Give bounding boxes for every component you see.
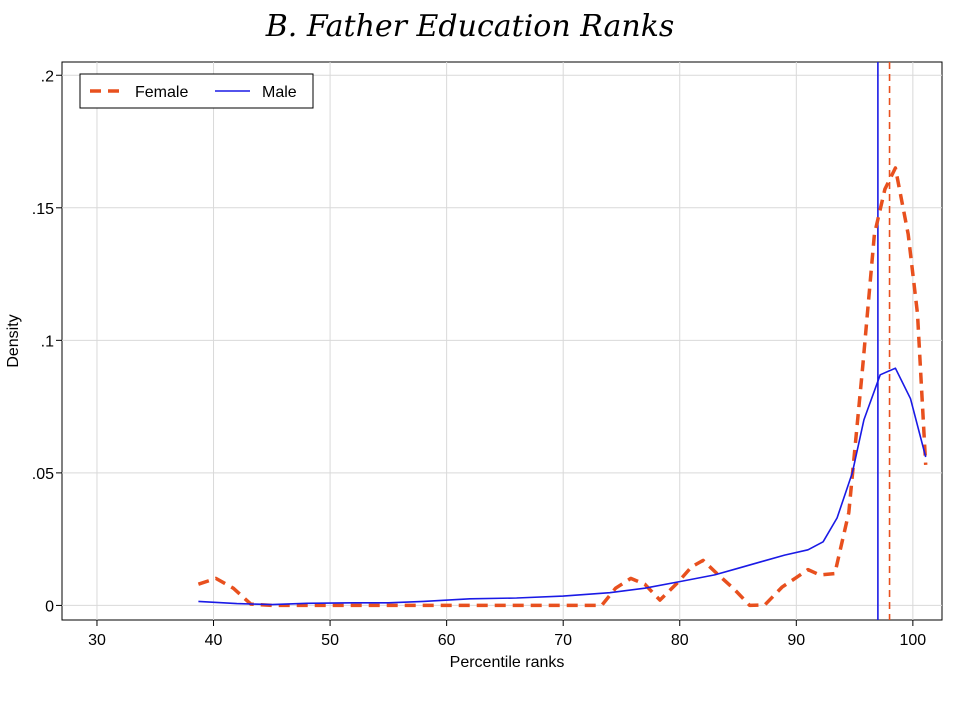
y-tick-label: .1 xyxy=(41,333,54,350)
chart-title: B. Father Education Ranks xyxy=(265,9,675,44)
x-tick-label: 30 xyxy=(88,632,106,649)
series-line-male xyxy=(198,367,927,606)
x-axis: 30 40 50 60 70 80 90 100 xyxy=(88,620,926,649)
x-tick-label: 80 xyxy=(671,632,689,649)
legend-label-male: Male xyxy=(262,84,297,101)
x-axis-label: Percentile ranks xyxy=(450,654,565,671)
x-tick-label: 100 xyxy=(900,632,927,649)
legend-label-female: Female xyxy=(135,84,188,101)
x-tick-label: 50 xyxy=(321,632,339,649)
reference-lines xyxy=(877,62,891,620)
y-tick-label: 0 xyxy=(45,598,54,615)
y-tick-label: .15 xyxy=(32,201,54,218)
series-line-female xyxy=(197,166,928,608)
series-lines xyxy=(197,166,928,608)
y-axis-label: Density xyxy=(5,314,22,367)
x-tick-label: 60 xyxy=(438,632,456,649)
y-tick-label: .2 xyxy=(41,68,54,85)
plot-frame xyxy=(61,61,943,621)
x-tick-label: 90 xyxy=(787,632,805,649)
legend: Female Male xyxy=(79,73,314,109)
y-axis: 0 .05 .1 .15 .2 xyxy=(32,68,62,615)
grid-lines xyxy=(62,62,942,620)
x-tick-label: 70 xyxy=(554,632,572,649)
y-tick-label: .05 xyxy=(32,466,54,483)
x-tick-label: 40 xyxy=(205,632,223,649)
